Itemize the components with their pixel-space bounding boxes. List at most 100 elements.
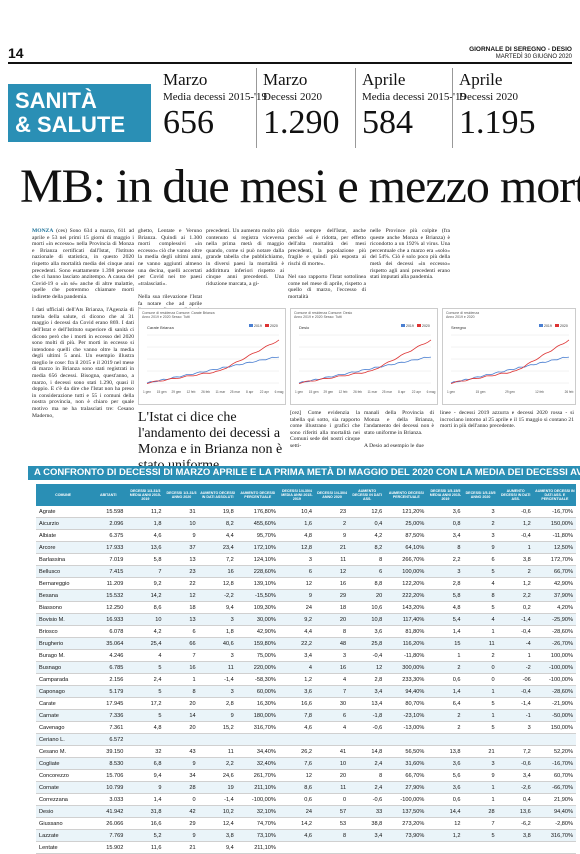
- table-cell: 25,4: [126, 637, 165, 650]
- table-cell: -1,4: [198, 793, 237, 806]
- table-cell: 27,90%: [385, 781, 428, 794]
- table-cell: [278, 733, 315, 746]
- table-cell: 28: [164, 781, 199, 794]
- chart-carate-plot: Carate Brianza 2019 2020 1 gen 15 gen 29 gen 1…: [143, 324, 284, 394]
- table-row: Carate 17.945 17,2 20 2,8 16,30% 16,6 30 13,4 80,…: [36, 697, 576, 710]
- table-row: Giussano 26.066 16,6 29 12,4 74,70% 14,2 53 38,8…: [36, 817, 576, 830]
- table-cell: [164, 733, 199, 746]
- table-cell: 21: [164, 841, 199, 854]
- table-cell: 9: [463, 541, 498, 554]
- table-cell: 28: [463, 805, 498, 818]
- table-cell: Bernareggio: [36, 577, 91, 590]
- series-line-2019: [450, 356, 570, 384]
- table-cell: 1: [463, 685, 498, 698]
- table-cell: Cogliate: [36, 757, 91, 770]
- stat-month: Marzo: [163, 70, 208, 89]
- table-cell: 7,6: [278, 757, 315, 770]
- table-cell: [427, 841, 464, 854]
- table-cell: 17.933: [90, 541, 127, 554]
- table-cell: 20: [164, 697, 199, 710]
- series-line-2020: [298, 339, 432, 384]
- table-cell: Busnago: [36, 661, 91, 674]
- table-row: Concorezzo 15.706 9,4 34 24,6 261,70% 12 20 8 66,…: [36, 769, 576, 782]
- table-cell: 4,8: [427, 601, 464, 614]
- x-tick-label: 15 gen: [476, 390, 486, 394]
- table-cell: 1: [463, 793, 498, 806]
- series-line-2020: [450, 339, 570, 384]
- table-cell: 15: [427, 637, 464, 650]
- table-cell: -1: [497, 709, 534, 722]
- table-cell: 0: [463, 661, 498, 674]
- table-cell: -25,90%: [533, 613, 576, 626]
- article-text: (ces) Sono 634 a marzo, 611 ad aprile e …: [32, 228, 134, 419]
- table-header-cell: AUMENTO DECESSI PERCENTUALE: [385, 484, 428, 506]
- table-cell: -28,60%: [533, 625, 576, 638]
- table-cell: 16,6: [278, 697, 315, 710]
- table-cell: 100,00%: [533, 649, 576, 662]
- table-cell: 5.179: [90, 685, 127, 698]
- table-cell: 21: [463, 745, 498, 758]
- table-cell: 31,8: [126, 805, 165, 818]
- x-tick-label: 25 mar: [230, 390, 241, 394]
- table-header-cell: DECESSI 1/4-30/4 ANNO 2020: [314, 484, 350, 506]
- table-cell: 8: [349, 553, 386, 566]
- table-cell: 5: [126, 661, 165, 674]
- table-cell: 31: [164, 506, 199, 518]
- chart-town-label: Carate Brianza: [147, 325, 174, 330]
- table-cell: 9: [164, 829, 199, 842]
- table-cell: 2,4: [349, 781, 386, 794]
- table-cell: 25,8: [349, 637, 386, 650]
- stat-march-2020: Marzo Decessi 2020 1.290: [263, 70, 340, 142]
- table-cell: Albiate: [36, 529, 91, 542]
- x-tick-label: 29 gen: [323, 390, 333, 394]
- x-tick-label: 12 feb: [535, 390, 544, 394]
- table-cell: 2: [314, 517, 350, 530]
- table-cell: 11: [463, 637, 498, 650]
- table-cell: 5: [463, 697, 498, 710]
- chart-desio-plot: Desio 2019 2020 1 gen 15 gen 29 gen 12 feb 26 f…: [295, 324, 436, 394]
- table-cell: 80,70%: [385, 697, 428, 710]
- table-cell: 42,90%: [236, 625, 279, 638]
- table-row: Burago M. 4.246 4 7 3 75,00% 3,4 3 -0,4 -11,80% 1 2…: [36, 649, 576, 662]
- table-row: Arcore 17.933 13,6 37 23,4 172,10% 12,8 21 8,2 64…: [36, 541, 576, 554]
- table-cell: [278, 841, 315, 854]
- table-cell: 8,6: [278, 781, 315, 794]
- legend-label-2020: 2020: [560, 324, 568, 328]
- table-row: Camparada 2.156 2,4 1 -1,4 -58,30% 1,2 4 2,8 233,…: [36, 673, 576, 686]
- table-cell: 2: [427, 709, 464, 722]
- table-cell: 0,4: [349, 517, 386, 530]
- table-cell: 5: [126, 685, 165, 698]
- table-cell: 0,4: [497, 793, 534, 806]
- table-cell: 16,30%: [236, 697, 279, 710]
- table-cell: 8: [349, 769, 386, 782]
- table-header-cell: DECESSI 1/3-31/3 MEDIA ANNI 2015-2019: [126, 484, 165, 506]
- x-tick-label: 29 gen: [505, 390, 515, 394]
- table-cell: -26,70%: [533, 637, 576, 650]
- table-cell: 176,80%: [236, 506, 279, 518]
- table-cell: -13,00%: [385, 721, 428, 734]
- stat-divider: [355, 68, 356, 148]
- table-cell: Camparada: [36, 673, 91, 686]
- table-cell: 11,6: [126, 841, 165, 854]
- table-cell: Correzzana: [36, 793, 91, 806]
- table-cell: 42,90%: [533, 577, 576, 590]
- table-cell: 41.942: [90, 805, 127, 818]
- stat-month: Aprile: [459, 70, 503, 89]
- x-tick-label: 1 gen: [143, 390, 151, 394]
- table-cell: Giussano: [36, 817, 91, 830]
- table-cell: 3: [314, 649, 350, 662]
- table-cell: -2,6: [497, 781, 534, 794]
- table-cell: 7: [314, 685, 350, 698]
- chart-header: Comune di residenza Comune: Carate Brian…: [142, 311, 215, 319]
- table-cell: 64,10%: [385, 541, 428, 554]
- table-cell: 4,6: [278, 721, 315, 734]
- table-cell: -1,4: [198, 673, 237, 686]
- table-cell: 20: [349, 589, 386, 602]
- table-row: Bernareggio 11.209 9,2 22 12,8 139,10% 12 16 8,8…: [36, 577, 576, 590]
- table-cell: 3,4: [349, 829, 386, 842]
- table-cell: 2,4: [126, 673, 165, 686]
- table-cell: -1,4: [497, 613, 534, 626]
- table-cell: 211,10%: [236, 781, 279, 794]
- table-cell: -21,90%: [533, 697, 576, 710]
- table-cell: 1: [497, 541, 534, 554]
